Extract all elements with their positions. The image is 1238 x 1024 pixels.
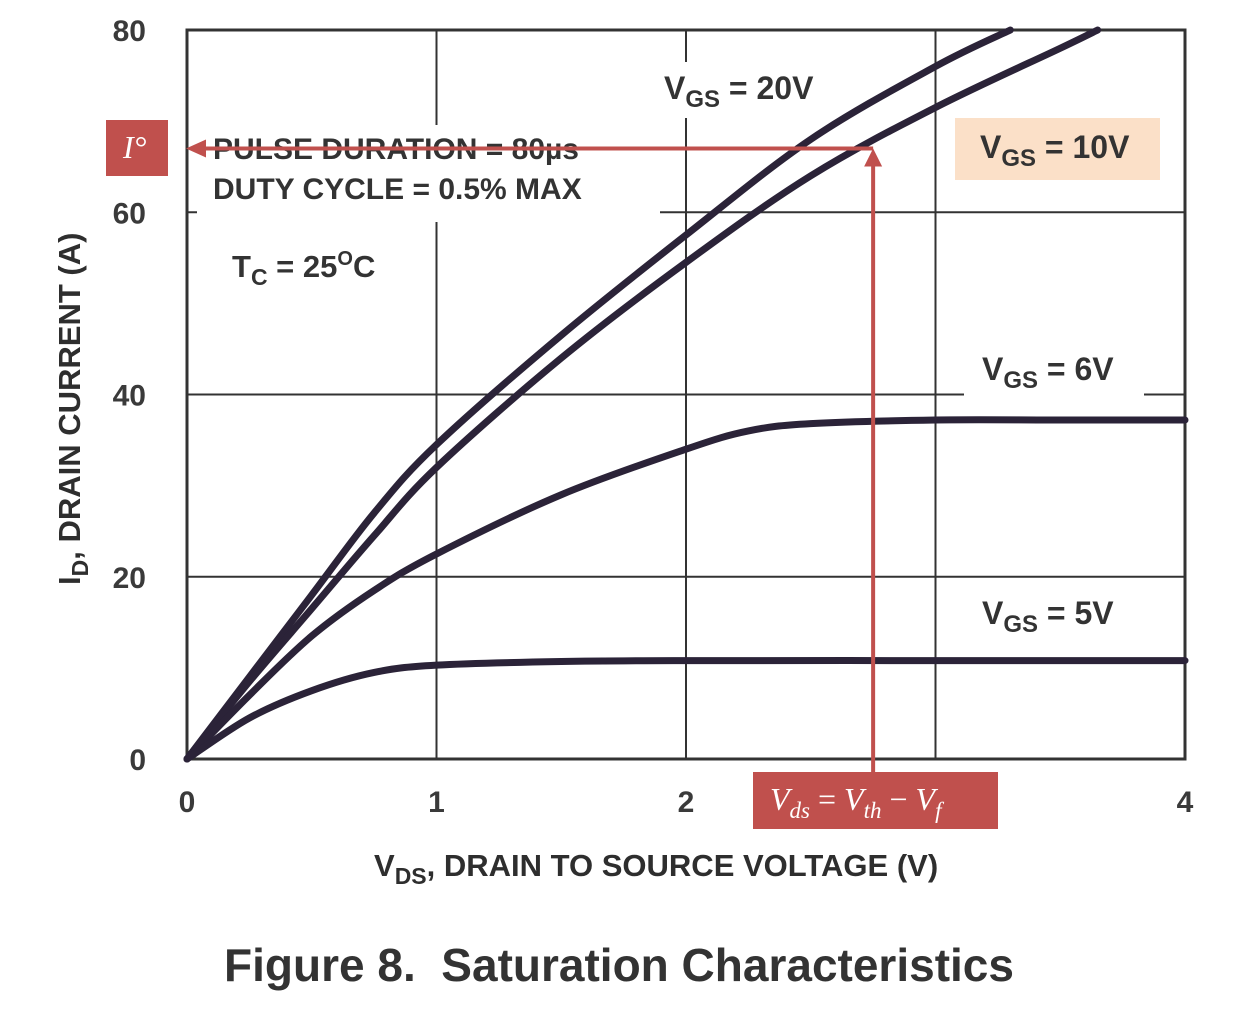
series-line-vgs6v [183, 416, 1189, 763]
x-tick-label: 2 [678, 786, 695, 819]
vgs5-label: VGS = 5V [982, 595, 1114, 638]
y-tick-label: 60 [113, 197, 146, 230]
tc-label: TC = 25OC [232, 248, 375, 290]
tc-label-bg [208, 240, 406, 292]
duty-cycle-text: DUTY CYCLE = 0.5% MAX [213, 173, 582, 206]
y-tick-label: 80 [113, 15, 146, 48]
x-tick-label: 0 [179, 786, 196, 819]
series-group [183, 26, 1189, 763]
pulse-info-bg [197, 125, 660, 222]
current-arrow-head [186, 139, 206, 158]
y-tick-label: 0 [129, 744, 146, 777]
figure-caption: Figure 8. Saturation Characteristics [224, 939, 1014, 991]
vgs20-label: VGS = 20V [664, 70, 814, 113]
x-axis-label: VDS, DRAIN TO SOURCE VOLTAGE (V) [374, 848, 938, 889]
series-line-vgs20v [183, 26, 1014, 763]
series-line-vgs5v [183, 657, 1189, 763]
vds-label-box [753, 772, 998, 829]
y-tick-label: 40 [113, 380, 146, 413]
vgs5-label-bg [952, 588, 1157, 643]
vgs10-label: VGS = 10V [980, 129, 1130, 172]
vgs6-label: VGS = 6V [982, 351, 1114, 394]
vgs10-label-highlight [955, 118, 1160, 180]
y-tick-label: 20 [113, 562, 146, 595]
x-tick-label: 4 [1177, 786, 1194, 819]
current-label: I° [122, 129, 147, 165]
vgs6-label-bg [964, 345, 1144, 397]
operating-point-overlay: I° Vds = Vth − Vf [106, 120, 998, 829]
vds-equation: Vds = Vth − Vf [770, 781, 945, 823]
series-line-vgs10v [183, 26, 1102, 763]
current-label-box [106, 120, 168, 176]
vgs20-label-bg [656, 62, 836, 118]
voltage-arrow-head [864, 148, 883, 167]
y-axis-label: ID, DRAIN CURRENT (A) [52, 233, 93, 585]
x-tick-label: 1 [428, 786, 445, 819]
